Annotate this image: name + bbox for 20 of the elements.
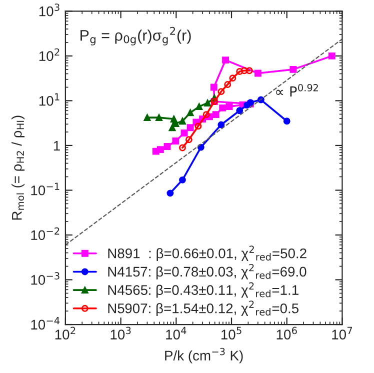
- y-tick-label: 1: [54, 140, 60, 151]
- y-tick-label: 10$^{−3}$: [31, 272, 60, 285]
- x-tick-label: 10$^{7}$: [332, 326, 352, 340]
- y-tick-label: 10$^{1}$: [39, 93, 60, 106]
- x-tick-label: 10$^{6}$: [276, 326, 297, 340]
- x-tick-label: 10$^{3}$: [110, 326, 131, 340]
- x-axis-title: P/k (cm$^{−3}$ K): [165, 348, 243, 364]
- legend-label: N5907: β=1.54±0.12, χ$^{2}$$_{red}$=0.5: [108, 300, 299, 316]
- y-tick-label: 10$^{−2}$: [31, 227, 60, 240]
- annotation: P$_{g}$ = ρ$_{0g}$(r)σ$_{g}$$^{2}$(r): [80, 26, 191, 46]
- y-axis-title: R$_{mol}$ (= ρ$_{H2}$ / ρ$_{HI}$): [12, 116, 25, 220]
- y-tick-label: 10$^{−1}$: [31, 182, 60, 196]
- y-tick-label: 10$^{3}$: [39, 4, 60, 16]
- x-tick-label: 10$^{5}$: [221, 326, 242, 340]
- x-tick-label: 10$^{4}$: [166, 326, 186, 340]
- y-tick-label: 10$^{2}$: [39, 48, 60, 62]
- legend-label: N4157: β=0.78±0.03, χ$^{2}$$_{red}$=69.0: [108, 264, 306, 280]
- annotation: ∝ P$^{0.92}$: [276, 84, 318, 97]
- legend-label: N891 : β=0.66±0.01, χ$^{2}$$_{red}$=50.2: [108, 246, 306, 262]
- legend-label: N4565: β=0.43±0.11, χ$^{2}$$_{red}$=1.1: [108, 282, 298, 298]
